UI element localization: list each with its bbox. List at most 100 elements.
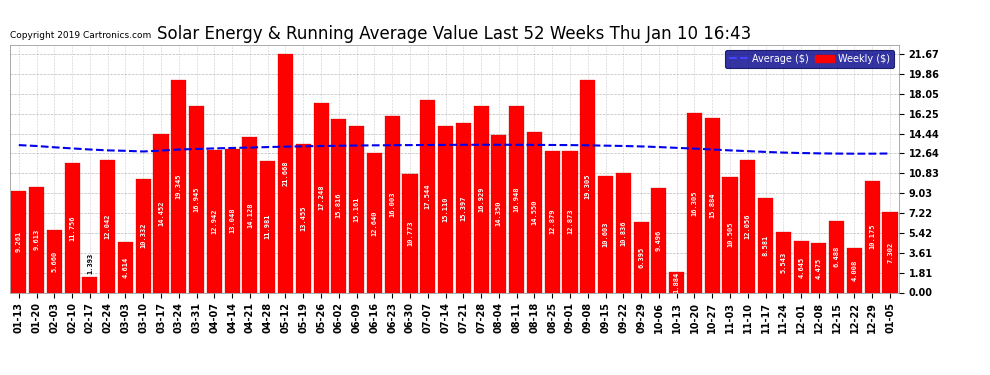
Text: 10.332: 10.332	[141, 223, 147, 248]
Bar	[723, 177, 738, 292]
Bar	[846, 248, 862, 292]
Text: 4.475: 4.475	[816, 257, 822, 279]
Bar	[64, 163, 79, 292]
Text: 16.003: 16.003	[389, 192, 395, 217]
Text: 6.488: 6.488	[834, 246, 840, 267]
Text: Copyright 2019 Cartronics.com: Copyright 2019 Cartronics.com	[10, 31, 151, 40]
Text: 4.614: 4.614	[123, 256, 129, 278]
Title: Solar Energy & Running Average Value Last 52 Weeks Thu Jan 10 16:43: Solar Energy & Running Average Value Las…	[157, 26, 751, 44]
Text: 4.008: 4.008	[851, 260, 857, 281]
Text: 15.884: 15.884	[709, 192, 715, 218]
Bar	[527, 132, 542, 292]
Bar	[651, 188, 666, 292]
Text: 16.305: 16.305	[691, 190, 697, 216]
Bar	[580, 80, 595, 292]
Bar	[634, 222, 648, 292]
Text: 5.543: 5.543	[780, 251, 786, 273]
Bar	[544, 151, 559, 292]
Text: 12.042: 12.042	[105, 213, 111, 239]
Text: 16.945: 16.945	[194, 186, 200, 212]
Bar	[758, 198, 773, 292]
Text: 8.581: 8.581	[762, 235, 768, 256]
Bar	[687, 113, 702, 292]
Bar	[82, 277, 97, 292]
Text: 9.261: 9.261	[16, 231, 22, 252]
Text: 10.773: 10.773	[407, 220, 413, 246]
Bar	[314, 103, 329, 292]
Bar	[402, 174, 418, 292]
Text: 9.613: 9.613	[34, 229, 40, 250]
Bar	[29, 187, 45, 292]
Bar	[562, 151, 577, 292]
Bar	[491, 135, 507, 292]
Text: 1.393: 1.393	[87, 253, 93, 274]
Text: 14.452: 14.452	[158, 200, 164, 226]
Bar	[243, 137, 257, 292]
Text: 12.942: 12.942	[212, 209, 218, 234]
Text: 15.816: 15.816	[336, 193, 342, 218]
Text: 11.981: 11.981	[264, 214, 270, 239]
Text: 10.603: 10.603	[603, 221, 609, 247]
Text: 21.668: 21.668	[282, 160, 288, 186]
Bar	[225, 149, 240, 292]
Text: 14.550: 14.550	[532, 200, 538, 225]
Text: 10.175: 10.175	[869, 224, 875, 249]
Text: 4.645: 4.645	[798, 256, 804, 278]
Legend: Average ($), Weekly ($): Average ($), Weekly ($)	[725, 50, 894, 68]
Bar	[153, 134, 168, 292]
Bar	[118, 242, 133, 292]
Text: 13.455: 13.455	[300, 206, 306, 231]
Text: 16.929: 16.929	[478, 187, 484, 212]
Text: 13.048: 13.048	[229, 208, 236, 234]
Bar	[100, 160, 115, 292]
Bar	[794, 242, 809, 292]
Bar	[598, 176, 613, 292]
Bar	[420, 99, 436, 292]
Text: 11.756: 11.756	[69, 215, 75, 241]
Bar	[296, 144, 311, 292]
Bar	[47, 230, 62, 292]
Bar	[349, 126, 364, 292]
Bar	[260, 161, 275, 292]
Text: 15.161: 15.161	[353, 196, 359, 222]
Text: 1.884: 1.884	[673, 272, 680, 293]
Text: 17.248: 17.248	[318, 185, 324, 210]
Bar	[136, 179, 150, 292]
Bar	[882, 212, 898, 292]
Text: 6.395: 6.395	[639, 247, 644, 268]
Bar	[278, 54, 293, 292]
Bar	[669, 272, 684, 292]
Bar	[776, 231, 791, 292]
Text: 7.302: 7.302	[887, 242, 893, 263]
Text: 9.496: 9.496	[656, 230, 662, 251]
Text: 16.948: 16.948	[514, 186, 520, 212]
Bar	[207, 150, 222, 292]
Text: 14.128: 14.128	[247, 202, 252, 228]
Text: 12.873: 12.873	[567, 209, 573, 234]
Bar	[367, 153, 382, 292]
Bar	[812, 243, 827, 292]
Text: 12.640: 12.640	[371, 210, 377, 236]
Bar	[741, 160, 755, 292]
Bar	[171, 80, 186, 292]
Text: 5.660: 5.660	[51, 251, 57, 272]
Text: 17.544: 17.544	[425, 183, 431, 209]
Bar	[189, 106, 204, 292]
Text: 10.505: 10.505	[727, 222, 733, 248]
Bar	[438, 126, 453, 292]
Bar	[616, 173, 631, 292]
Text: 19.305: 19.305	[585, 174, 591, 199]
Text: 19.345: 19.345	[176, 173, 182, 199]
Text: 12.056: 12.056	[744, 213, 750, 239]
Text: 12.879: 12.879	[549, 209, 555, 234]
Text: 14.350: 14.350	[496, 201, 502, 226]
Text: 15.397: 15.397	[460, 195, 466, 220]
Bar	[830, 221, 844, 292]
Bar	[509, 106, 524, 292]
Bar	[705, 118, 720, 292]
Bar	[455, 123, 471, 292]
Text: 15.110: 15.110	[443, 196, 448, 222]
Bar	[11, 190, 27, 292]
Bar	[473, 106, 489, 292]
Bar	[385, 117, 400, 292]
